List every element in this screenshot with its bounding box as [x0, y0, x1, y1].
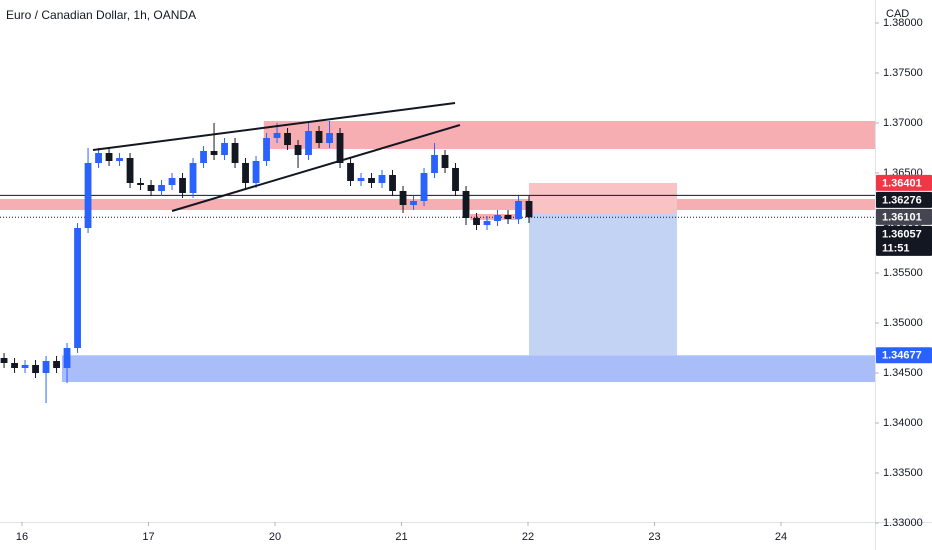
candle-body	[336, 133, 344, 163]
candle-body	[231, 143, 239, 163]
candle-body	[63, 348, 71, 368]
x-tick-label: 23	[648, 531, 660, 543]
price-tag-label: 1.36101	[882, 211, 922, 223]
candle-body	[263, 138, 270, 161]
candle-body	[95, 153, 102, 163]
candle-body	[74, 228, 81, 348]
price-tag	[876, 208, 932, 225]
trend-line	[92, 102, 456, 151]
candle-body	[284, 133, 291, 145]
candle-body	[399, 191, 407, 205]
candle-body	[84, 163, 92, 228]
zone	[61, 355, 875, 382]
price-tag-label: 1.34677	[882, 350, 922, 362]
price-tag-label: 1.36276	[882, 194, 922, 206]
candle-body	[525, 201, 533, 218]
zone	[529, 183, 678, 213]
candle-body	[452, 168, 459, 191]
candle-body	[305, 131, 312, 155]
candle-body	[494, 215, 501, 221]
candle-body	[389, 175, 396, 191]
candle-body	[294, 145, 302, 155]
y-tick-label: 1.38000	[883, 17, 923, 29]
candle-body	[273, 133, 281, 138]
candle-body	[462, 191, 470, 218]
zone	[0, 199, 875, 210]
candle-body	[147, 185, 155, 191]
candle-body	[441, 155, 449, 168]
trend-line	[171, 124, 461, 212]
candle-body	[431, 155, 438, 173]
candle-body	[420, 173, 428, 201]
candle-body	[21, 365, 29, 368]
price-tag	[876, 174, 932, 191]
candle-body	[32, 365, 39, 373]
candle-body	[378, 175, 386, 183]
candle-body	[483, 221, 491, 225]
candle-body	[168, 178, 176, 185]
price-tag-label: 1.36401	[882, 177, 922, 189]
candle-body	[515, 201, 522, 219]
candle-body	[179, 178, 186, 193]
candle-body	[368, 178, 375, 183]
price-tag	[876, 225, 932, 256]
candle-body	[53, 361, 60, 368]
chart-title: Euro / Canadian Dollar, 1h, OANDA	[6, 8, 196, 22]
candle-body	[473, 218, 480, 225]
candle-body	[11, 363, 18, 368]
candle-body	[158, 185, 165, 191]
plot-area	[0, 102, 876, 403]
candle-body	[504, 215, 512, 219]
candle-body	[137, 183, 144, 185]
y-tick-label: 1.33500	[883, 467, 923, 479]
candle-body	[105, 153, 113, 161]
candle-body	[315, 131, 323, 143]
price-tag	[876, 191, 932, 208]
candle-body	[242, 163, 249, 183]
x-tick-label: 17	[142, 531, 154, 543]
countdown: 11:51	[882, 242, 910, 254]
zone	[263, 121, 876, 149]
y-tick-label: 1.35000	[883, 317, 923, 329]
x-tick-label: 20	[269, 531, 281, 543]
x-tick-label: 24	[775, 531, 787, 543]
price-tag	[876, 347, 932, 364]
y-tick-label: 1.37500	[883, 67, 923, 79]
candle-body	[42, 361, 50, 373]
y-axis-label: CAD	[886, 8, 909, 20]
x-tick-label: 21	[395, 531, 407, 543]
candle-body	[326, 133, 333, 143]
x-tick-label: 22	[522, 531, 534, 543]
zone	[529, 213, 678, 356]
candle-body	[0, 358, 8, 363]
candle-body	[347, 163, 354, 181]
candle-body	[116, 158, 123, 161]
candle-body	[200, 151, 207, 163]
candle-body	[410, 201, 417, 205]
y-tick-label: 1.34500	[883, 367, 923, 379]
candle-body	[126, 158, 134, 183]
y-tick-label: 1.37000	[883, 117, 923, 129]
candle-body	[210, 151, 218, 155]
price-tag-label: 1.36057	[882, 228, 922, 240]
candle-body	[221, 143, 228, 155]
candle-body	[252, 161, 260, 183]
y-tick-label: 1.34000	[883, 417, 923, 429]
candle-body	[357, 178, 365, 181]
candle-body	[189, 163, 197, 193]
y-tick-label: 1.35500	[883, 267, 923, 279]
y-tick-label: 1.33000	[883, 517, 923, 529]
x-tick-label: 16	[16, 531, 28, 543]
